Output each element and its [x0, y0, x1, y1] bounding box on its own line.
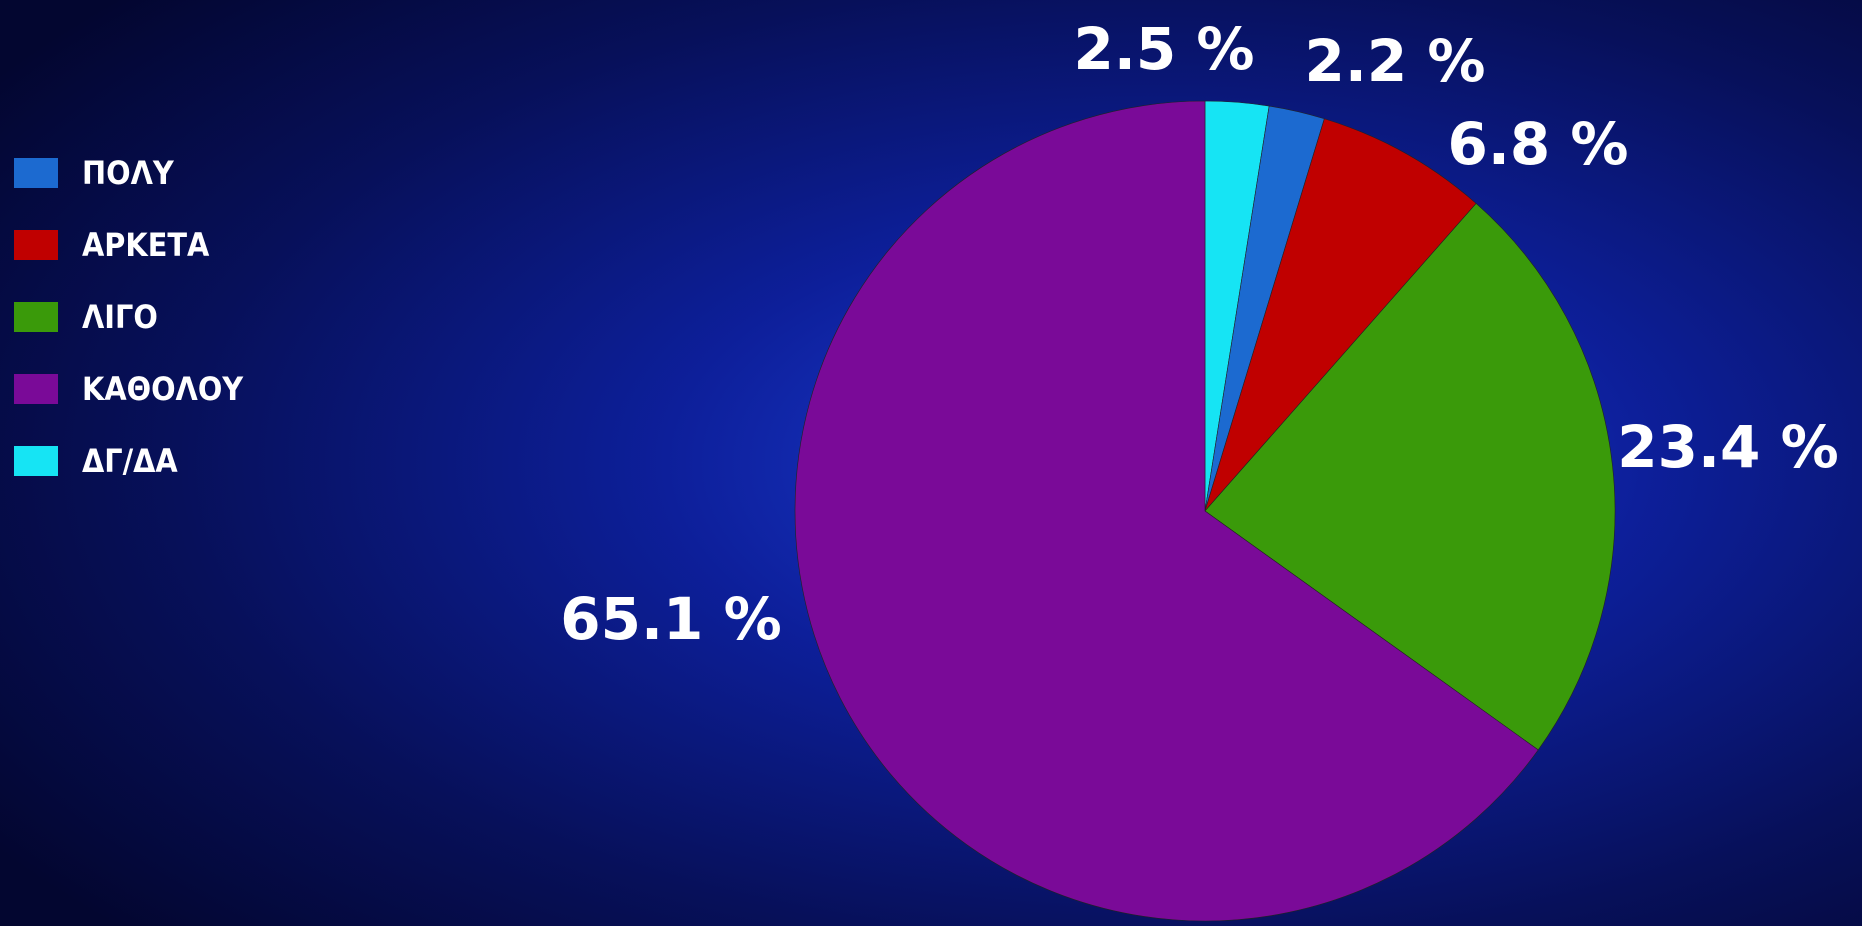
pie-slice	[794, 100, 1539, 922]
legend-label: ΔΓ/ΔΑ	[82, 442, 178, 480]
value-labels: 2.5 % 2.2 % 6.8 % 23.4 % 65.1 %	[560, 15, 1838, 653]
value-label: 6.8 %	[1447, 110, 1628, 178]
value-label: 2.5 %	[1073, 15, 1254, 83]
legend-label: ΑΡΚΕΤΑ	[82, 226, 210, 264]
legend-swatch	[14, 302, 58, 332]
legend-label: ΛΙΓΟ	[82, 298, 158, 336]
pie	[794, 100, 1616, 922]
value-label: 23.4 %	[1617, 413, 1838, 481]
value-label: 65.1 %	[560, 585, 781, 653]
legend-swatch	[14, 158, 58, 188]
pie-slice	[1204, 203, 1616, 751]
value-label: 2.2 %	[1304, 27, 1485, 95]
legend-swatch	[14, 230, 58, 260]
legend-label: ΠΟΛΥ	[82, 154, 175, 192]
legend: ΠΟΛΥ ΑΡΚΕΤΑ ΛΙΓΟ ΚΑΘΟΛΟΥ ΔΓ/ΔΑ	[14, 154, 244, 480]
legend-swatch	[14, 374, 58, 404]
legend-label: ΚΑΘΟΛΟΥ	[82, 370, 244, 408]
legend-swatch	[14, 446, 58, 476]
pie-slice	[1204, 118, 1477, 512]
